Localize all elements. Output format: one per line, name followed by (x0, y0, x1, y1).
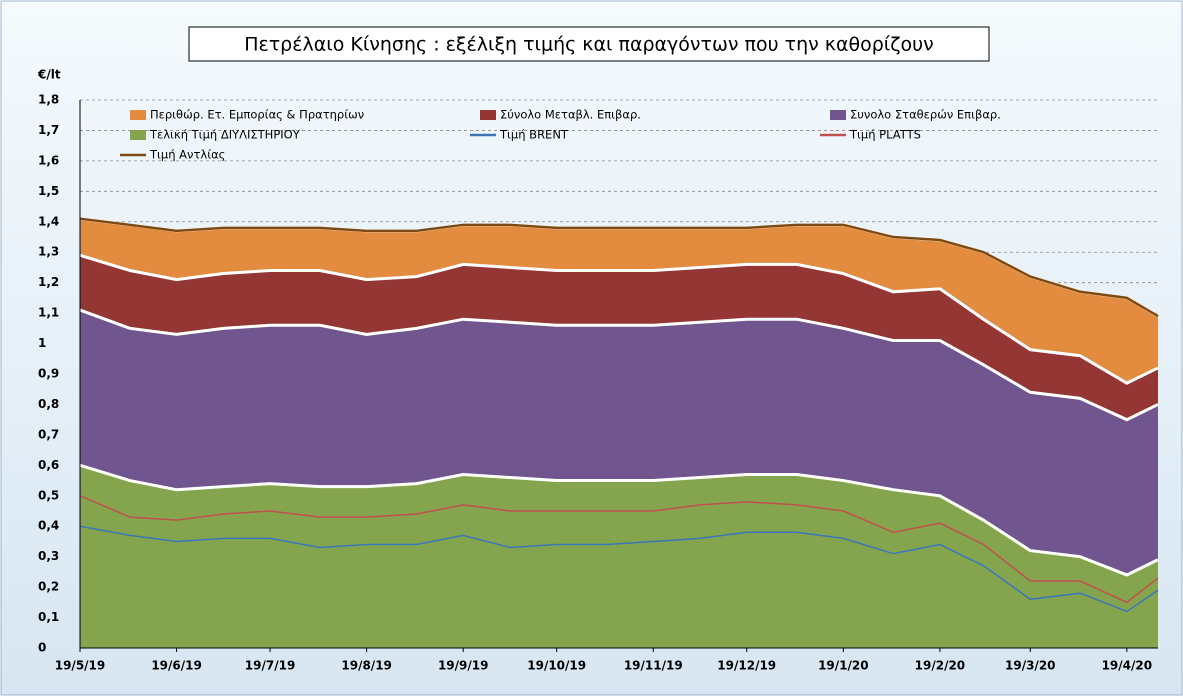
legend-label: Τιμή Αντλίας (149, 148, 225, 162)
title-box (188, 26, 990, 62)
area-edge (79, 253, 1159, 385)
legend-swatch (130, 130, 146, 140)
line (79, 495, 1159, 604)
y-tick-label: 1,7 (38, 123, 59, 137)
y-tick-label: 1 (38, 336, 46, 350)
legend-swatch (480, 110, 496, 120)
legend-label: Συνολο Σταθερών Επιβαρ. (850, 108, 1001, 122)
legend-label: Περιθώρ. Ετ. Εμπορίας & Πρατηρίων (150, 108, 364, 122)
legend-label: Τιμή PLATTS (849, 128, 921, 142)
y-tick-label: 1,1 (38, 306, 59, 320)
y-axis-label: €/lt (37, 68, 61, 82)
x-tick-label: 19/2/20 (915, 659, 966, 673)
y-tick-label: 0,6 (38, 458, 59, 472)
line (79, 217, 1159, 318)
x-tick-label: 19/4/20 (1102, 659, 1153, 673)
y-tick-label: 0,9 (38, 367, 59, 381)
area-edge (79, 308, 1159, 422)
legend-swatch (130, 110, 146, 120)
area (80, 465, 1158, 648)
y-tick-label: 0,1 (38, 610, 59, 624)
y-tick-label: 0,8 (38, 397, 59, 411)
x-tick-label: 19/1/20 (818, 659, 869, 673)
y-tick-label: 1,2 (38, 275, 59, 289)
legend-label: Τιμή BRENT (499, 128, 569, 142)
y-tick-label: 0,4 (38, 519, 59, 533)
x-tick-label: 19/10/19 (527, 659, 586, 673)
y-tick-label: 0,2 (38, 580, 59, 594)
line (79, 525, 1159, 613)
legend-label: Σύνολο Μεταβλ. Επιβαρ. (500, 108, 641, 122)
chart-title: Πετρέλαιο Κίνησης : εξέλιξη τιμής και πα… (244, 34, 934, 56)
legend-label: Τελική Τιμή ΔΙΥΛΙΣΤΗΡΙΟΥ (149, 128, 301, 142)
y-tick-label: 1,8 (38, 93, 59, 107)
y-tick-label: 0,5 (38, 488, 59, 502)
area (80, 310, 1158, 575)
y-tick-label: 1,3 (38, 245, 59, 259)
x-tick-label: 19/11/19 (624, 659, 683, 673)
area (80, 255, 1158, 420)
x-tick-label: 19/7/19 (245, 659, 296, 673)
area-edge (79, 463, 1159, 577)
x-tick-label: 19/5/19 (55, 659, 106, 673)
area (80, 218, 1158, 384)
y-tick-label: 0,3 (38, 549, 59, 563)
x-tick-label: 19/12/19 (717, 659, 776, 673)
x-tick-label: 19/3/20 (1005, 659, 1056, 673)
y-tick-label: 1,5 (38, 184, 59, 198)
x-tick-label: 19/8/19 (341, 659, 392, 673)
y-tick-label: 1,6 (38, 153, 59, 167)
x-tick-label: 19/6/19 (151, 659, 202, 673)
y-tick-label: 0 (38, 641, 46, 655)
legend-swatch (830, 110, 846, 120)
y-tick-label: 0,7 (38, 427, 59, 441)
x-tick-label: 19/9/19 (438, 659, 489, 673)
y-tick-label: 1,4 (38, 214, 59, 228)
